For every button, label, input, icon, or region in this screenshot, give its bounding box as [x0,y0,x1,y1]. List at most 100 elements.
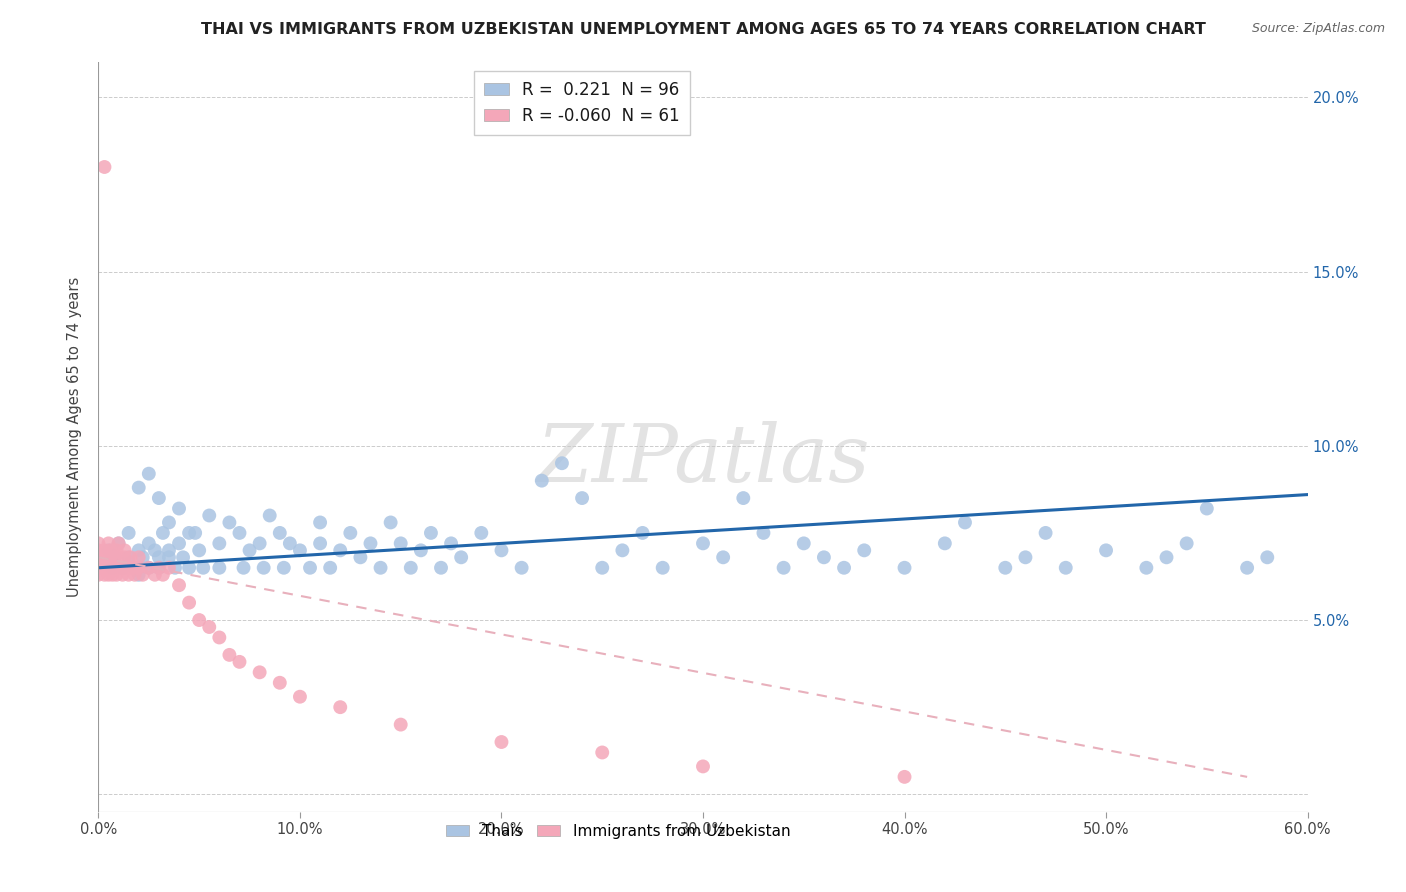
Point [107,561,129,575]
Point [309,516,332,530]
Point [91,561,114,575]
Point [1256,550,1278,565]
Point [179,596,201,610]
Point [124,561,146,575]
Point [832,561,855,575]
Text: THAI VS IMMIGRANTS FROM UZBEKISTAN UNEMPLOYMENT AMONG AGES 65 TO 74 YEARS CORREL: THAI VS IMMIGRANTS FROM UZBEKISTAN UNEMP… [201,22,1205,37]
Point [87,561,110,575]
Point [105,543,128,558]
Point [853,543,876,558]
Point [259,508,281,523]
Point [93,543,115,558]
Point [97,536,120,550]
Point [138,561,160,575]
Point [491,543,513,558]
Point [101,561,124,575]
Point [370,561,392,575]
Point [118,550,141,565]
Point [278,536,301,550]
Point [93,567,115,582]
Point [128,561,150,575]
Point [893,770,915,784]
Legend: Thais, Immigrants from Uzbekistan: Thais, Immigrants from Uzbekistan [440,818,796,846]
Point [179,525,201,540]
Point [148,550,170,565]
Point [120,550,142,565]
Point [319,561,342,575]
Point [118,525,141,540]
Point [772,561,794,575]
Point [934,536,956,550]
Point [128,481,150,495]
Point [232,561,254,575]
Point [329,700,352,714]
Point [198,508,221,523]
Point [124,567,146,582]
Point [651,561,673,575]
Point [218,516,240,530]
Point [132,567,155,582]
Point [208,536,231,550]
Point [138,561,160,575]
Point [172,550,194,565]
Point [389,536,412,550]
Point [97,567,120,582]
Point [93,160,115,174]
Point [118,567,141,582]
Point [208,561,231,575]
Point [132,550,155,565]
Point [631,525,654,540]
Point [430,561,453,575]
Point [97,561,120,575]
Point [530,474,553,488]
Point [380,516,402,530]
Point [101,561,124,575]
Point [114,550,136,565]
Point [167,536,190,550]
Point [208,631,231,645]
Text: Source: ZipAtlas.com: Source: ZipAtlas.com [1251,22,1385,36]
Point [420,525,443,540]
Point [148,491,170,505]
Point [157,550,180,565]
Point [491,735,513,749]
Point [111,561,134,575]
Point [571,491,593,505]
Point [733,491,755,505]
Point [269,525,291,540]
Point [510,561,533,575]
Point [107,550,129,565]
Point [269,675,291,690]
Point [228,525,250,540]
Point [399,561,422,575]
Point [218,648,240,662]
Point [813,550,835,565]
Point [87,543,110,558]
Point [752,525,775,540]
Point [273,561,295,575]
Point [184,525,207,540]
Point [1135,561,1157,575]
Point [994,561,1017,575]
Point [157,561,180,575]
Point [143,567,166,582]
Point [1195,501,1218,516]
Point [228,655,250,669]
Point [103,561,125,575]
Point [157,543,180,558]
Point [148,561,170,575]
Point [105,567,128,582]
Point [167,501,190,516]
Point [107,536,129,550]
Text: ZIPatlas: ZIPatlas [536,421,870,499]
Point [118,561,141,575]
Point [389,717,412,731]
Point [193,561,215,575]
Point [409,543,432,558]
Point [128,567,150,582]
Point [101,567,124,582]
Point [143,543,166,558]
Point [138,536,160,550]
Point [440,536,463,550]
Point [97,543,120,558]
